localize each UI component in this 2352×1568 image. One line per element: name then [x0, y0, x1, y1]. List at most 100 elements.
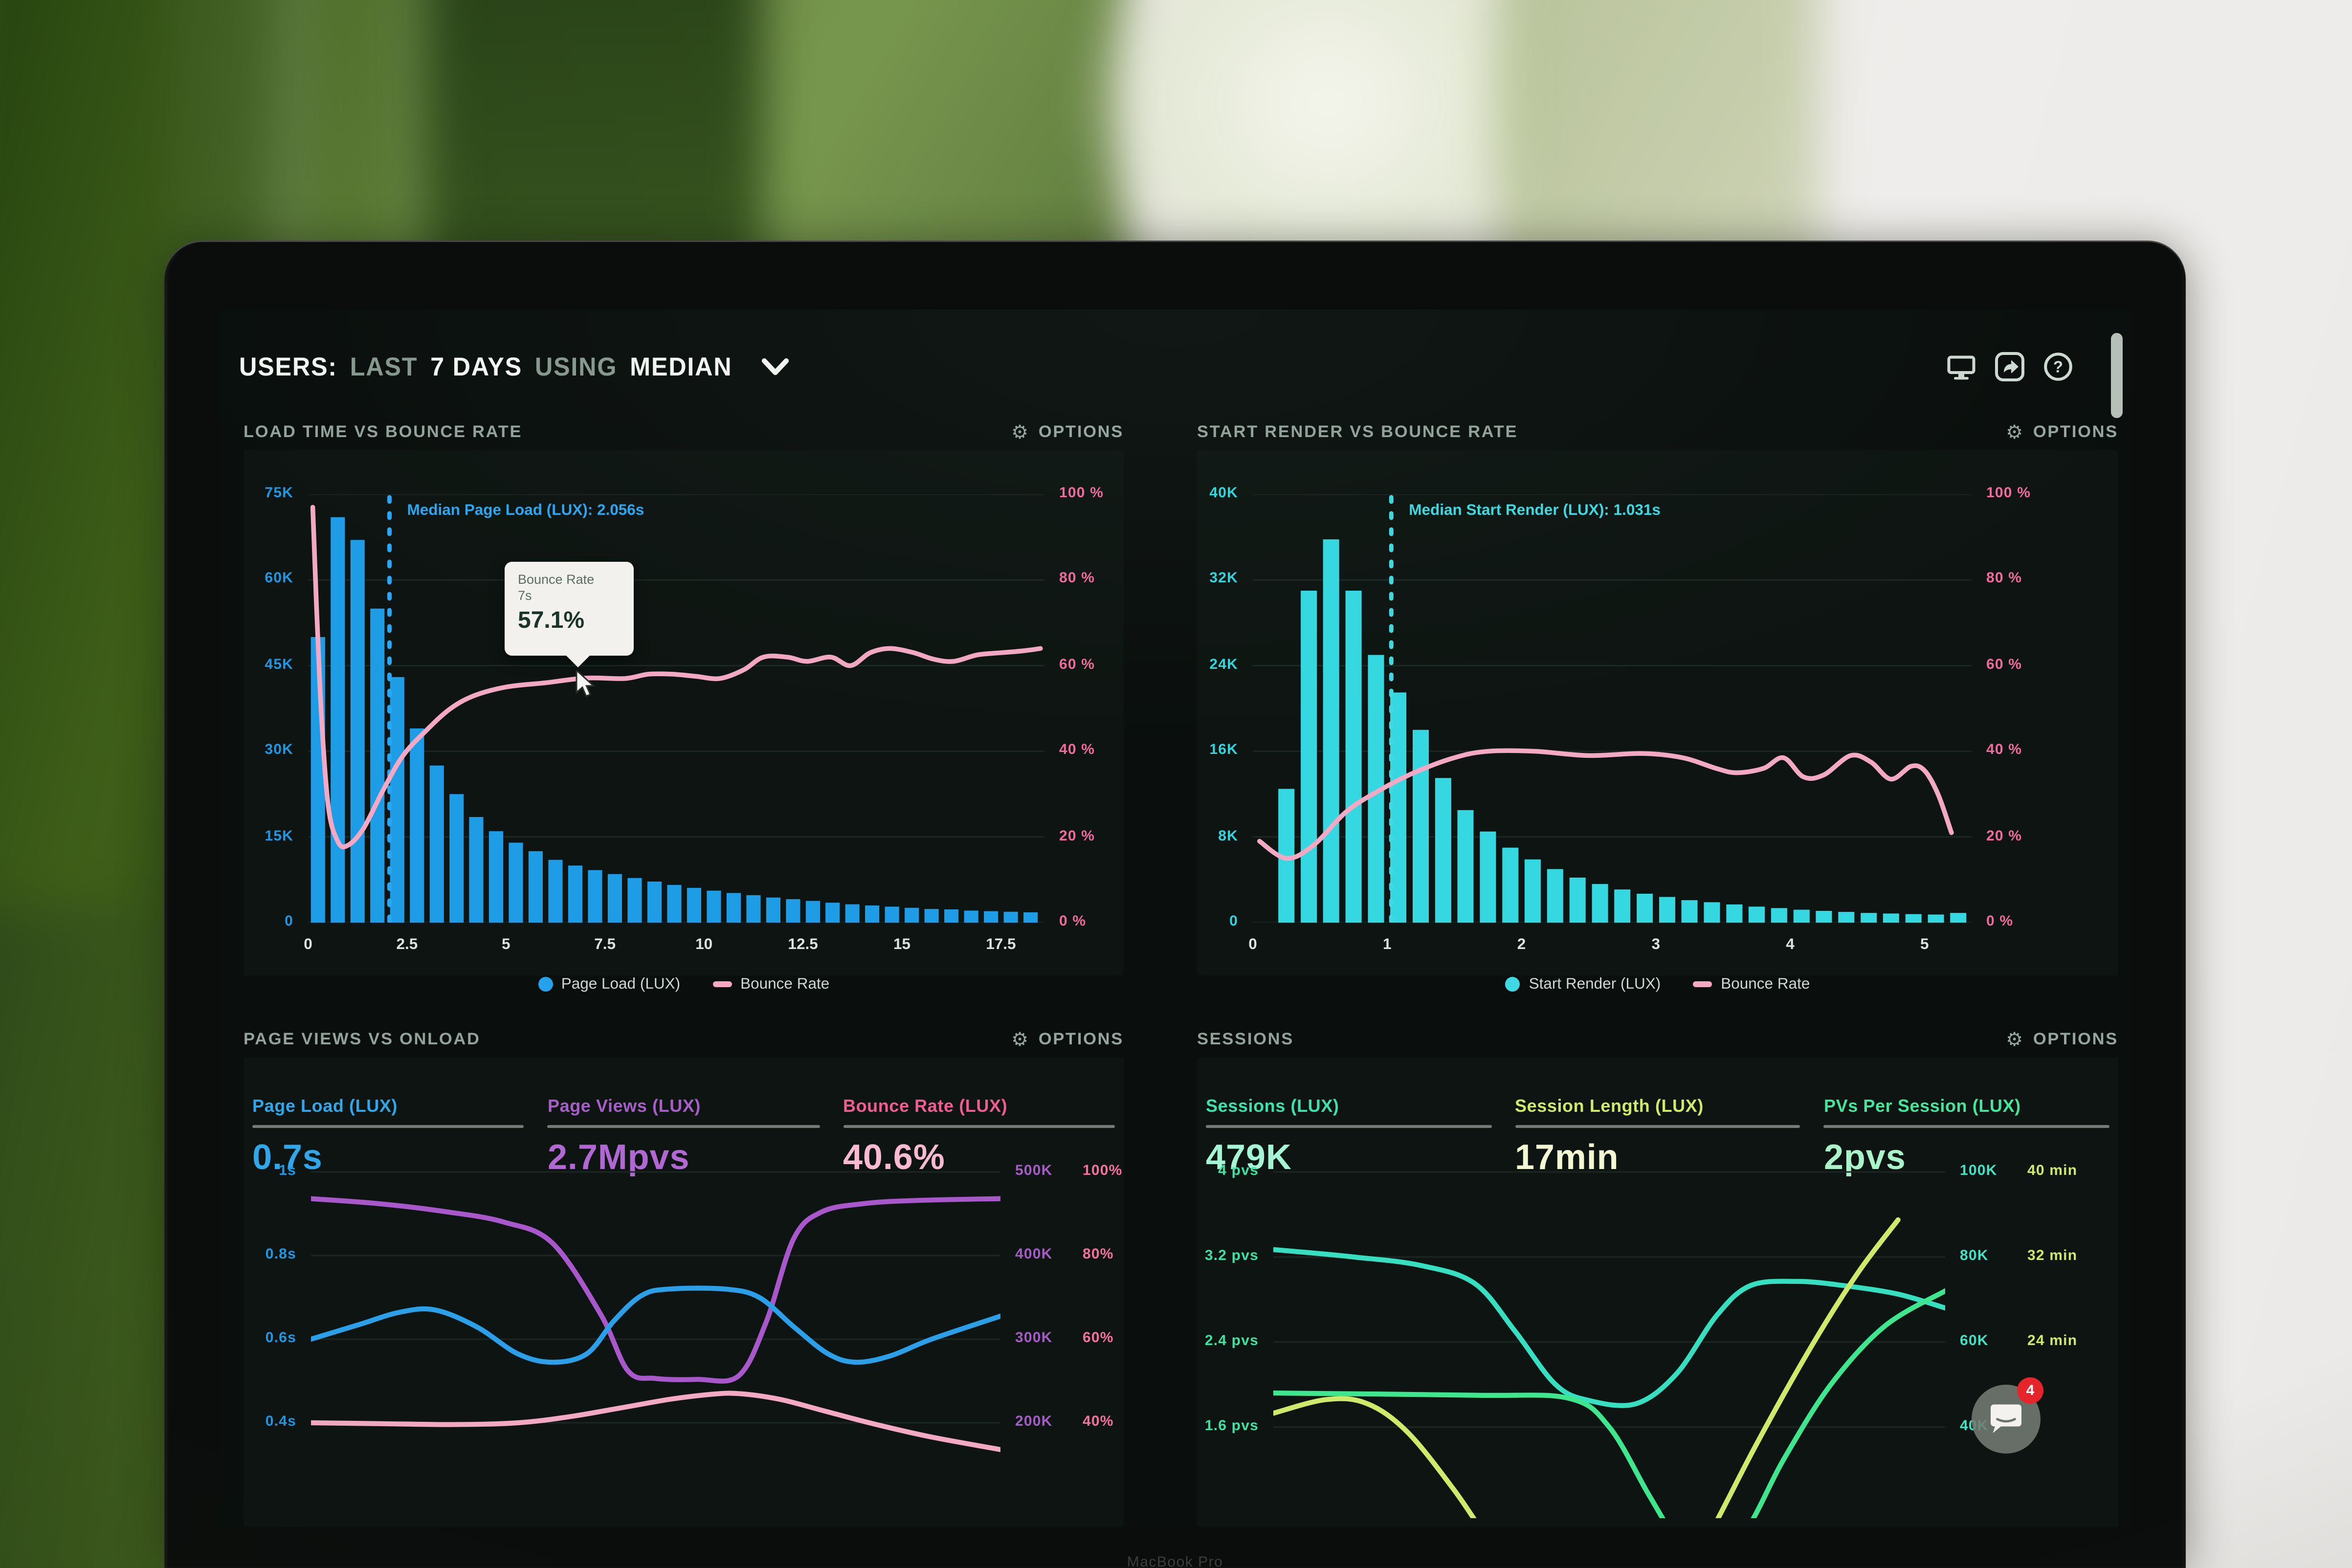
chart-canvas — [311, 1171, 1000, 1452]
y-axis-tick-left: 8K — [1218, 828, 1238, 844]
plant-leaf — [0, 909, 191, 1568]
y-axis-tick-left: 40K — [1209, 486, 1238, 502]
laptop-brand-label: MacBook Pro — [1127, 1555, 1223, 1568]
y-axis-tick-left: 3.2 pvs — [1204, 1248, 1259, 1264]
y-axis-tick-left: 60K — [265, 571, 293, 588]
options-button[interactable]: ⚙ OPTIONS — [2006, 1029, 2118, 1051]
panel-body: Median Start Render (LUX): 1.031s 40K 32K 2… — [1197, 450, 2118, 993]
title-part: MEDIAN — [630, 351, 732, 381]
help-icon[interactable]: ? — [2043, 352, 2073, 381]
chat-widget-button[interactable]: 4 — [1972, 1377, 2043, 1454]
y-axis-tick-right: 100K 40 min — [1960, 1163, 2078, 1180]
panel-title: PAGE VIEWS VS ONLOAD — [244, 1031, 481, 1049]
y-axis-tick-left: 0 — [1229, 914, 1238, 930]
y-axis-tick-left: 2.4 pvs — [1204, 1333, 1259, 1349]
legend-item[interactable]: Start Render (LUX) — [1505, 975, 1661, 993]
page-title: USERS: LAST 7 DAYS USING MEDIAN — [239, 352, 732, 382]
legend-item[interactable]: Bounce Rate — [1693, 975, 1810, 993]
share-icon[interactable] — [1995, 352, 2024, 381]
line-series — [310, 505, 1043, 850]
mouse-cursor-icon — [575, 668, 600, 706]
x-axis-tick: 0 — [304, 936, 312, 953]
metric-underline — [547, 1125, 820, 1128]
y-axis-tick-left: 1.6 pvs — [1204, 1418, 1259, 1435]
chart-sessions-plot[interactable]: 4 pvs 3.2 pvs 2.4 pvs 1.6 pvs 100K 40 min 80K 3… — [1197, 1058, 2118, 1527]
metric-underline — [252, 1125, 524, 1128]
median-annotation: Median Page Load (LUX): 2.056s — [407, 502, 644, 519]
chart-start-render-plot[interactable]: Median Start Render (LUX): 1.031s 40K 32K 2… — [1197, 450, 2118, 993]
svg-text:?: ? — [2053, 357, 2063, 375]
chart-canvas — [1253, 494, 1972, 923]
panel-body: Median Page Load (LUX): 2.056s 75K 60K 45K 3… — [244, 450, 1124, 993]
laptop-screen: USERS: LAST 7 DAYS USING MEDIAN ? — [220, 309, 2130, 1527]
y-axis-tick-right: 40 % — [1986, 742, 2022, 759]
chart-canvas — [1273, 1171, 1945, 1518]
chart-legend: Start Render (LUX) Bounce Rate — [1197, 975, 2118, 993]
options-button[interactable]: ⚙ OPTIONS — [1011, 421, 1124, 444]
dashboard-header: USERS: LAST 7 DAYS USING MEDIAN ? — [239, 337, 2111, 396]
x-axis-tick: 15 — [893, 936, 911, 953]
y-axis-tick-right: 80 % — [1986, 571, 2022, 588]
metric-underline — [1206, 1125, 1491, 1128]
y-axis-tick-left: 15K — [265, 828, 293, 844]
y-axis-tick-left: 0 — [285, 914, 293, 930]
y-axis-tick-right: 100 % — [1059, 486, 1104, 502]
options-button[interactable]: ⚙ OPTIONS — [1011, 1029, 1124, 1051]
gear-icon: ⚙ — [1011, 1029, 1030, 1051]
tooltip: Bounce Rate 7s 57.1% — [505, 562, 634, 667]
x-axis-tick: 5 — [1920, 936, 1929, 953]
y-axis-tick-right: 100 % — [1986, 486, 2031, 502]
panel-body: Sessions (LUX) 479K Session Length (LUX) 17… — [1197, 1058, 2118, 1527]
metric: Page Load (LUX) 0.7s — [252, 1096, 524, 1198]
y-axis-tick-right: 80 % — [1059, 571, 1095, 588]
x-axis-tick: 5 — [502, 936, 510, 953]
legend-label: Bounce Rate — [740, 975, 830, 993]
y-axis-tick-right: 0 % — [1986, 914, 2014, 930]
x-axis-tick: 1 — [1382, 936, 1392, 953]
x-axis-tick: 12.5 — [788, 936, 818, 953]
scrollbar-thumb[interactable] — [2111, 333, 2123, 418]
chart-pageviews-plot[interactable]: 1s 0.8s 0.6s 0.4s 500K 100% 400K 80% 300K 60% 200K… — [244, 1058, 1124, 1527]
y-axis-tick-right: 80K 32 min — [1960, 1248, 2078, 1265]
y-axis-tick-right: 40 % — [1059, 742, 1095, 759]
title-part: LAST — [350, 351, 418, 381]
header-icons: ? — [1947, 352, 2073, 381]
gear-icon: ⚙ — [2006, 1029, 2024, 1051]
y-axis-tick-left: 24K — [1209, 657, 1238, 673]
metric-underline — [1823, 1125, 2109, 1128]
chevron-down-icon[interactable] — [761, 357, 789, 376]
metric-label: PVs Per Session (LUX) — [1823, 1096, 2021, 1116]
median-annotation: Median Start Render (LUX): 1.031s — [1409, 502, 1661, 519]
line-series — [1273, 1288, 1945, 1518]
y-axis-tick-left: 0.4s — [265, 1414, 296, 1430]
legend-label: Start Render (LUX) — [1529, 975, 1661, 993]
gear-icon: ⚙ — [1011, 421, 1030, 444]
display-icon[interactable] — [1947, 352, 1976, 381]
chart-load-time-plot[interactable]: Median Page Load (LUX): 2.056s 75K 60K 45K 3… — [244, 450, 1124, 993]
legend-item[interactable]: Bounce Rate — [712, 975, 829, 993]
chat-bubble-icon — [1991, 1404, 2021, 1433]
title-part: USERS: — [239, 351, 337, 381]
gear-icon: ⚙ — [2006, 421, 2024, 444]
x-axis-tick: 10 — [695, 936, 713, 953]
options-button[interactable]: ⚙ OPTIONS — [2006, 421, 2118, 444]
y-axis-tick-right: 200K 40% — [1015, 1414, 1114, 1430]
title-part: 7 DAYS — [430, 351, 523, 381]
legend-item[interactable]: Page Load (LUX) — [537, 975, 681, 993]
line-series — [1257, 748, 1954, 861]
x-axis-tick: 7.5 — [594, 936, 616, 953]
bars-series — [311, 517, 1038, 923]
y-axis-tick-right: 60 % — [1059, 657, 1095, 673]
bars-series — [1278, 539, 1967, 923]
metric: Bounce Rate (LUX) 40.6% — [843, 1096, 1115, 1198]
legend-label: Page Load (LUX) — [561, 975, 681, 993]
metrics-row: Page Load (LUX) 0.7s Page Views (LUX) 2.7Mp… — [252, 1096, 1115, 1198]
metric-label: Sessions (LUX) — [1206, 1096, 1339, 1116]
panel-start-render: START RENDER VS BOUNCE RATE ⚙ OPTIONS Med… — [1197, 418, 2118, 993]
line-series — [311, 1285, 1000, 1365]
panel-load-time: LOAD TIME VS BOUNCE RATE ⚙ OPTIONS Median… — [244, 418, 1124, 993]
line-series — [311, 1196, 1000, 1384]
metric-underline — [1514, 1125, 1800, 1128]
x-axis-tick: 2.5 — [396, 936, 418, 953]
